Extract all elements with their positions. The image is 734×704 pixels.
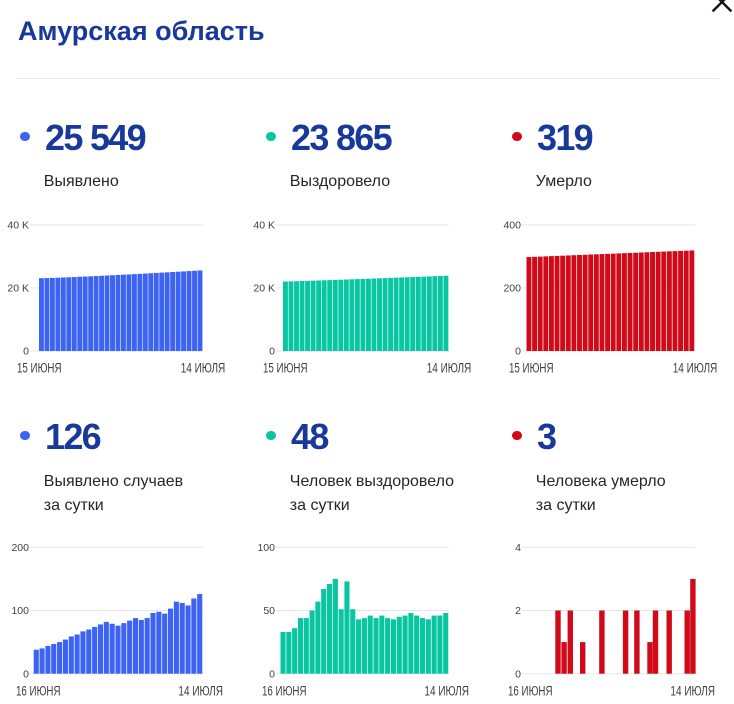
svg-text:0: 0 — [23, 668, 29, 680]
svg-text:100: 100 — [257, 542, 275, 554]
svg-text:200: 200 — [503, 283, 521, 295]
svg-text:15 ИЮНЯ: 15 ИЮНЯ — [263, 361, 308, 376]
svg-text:16 ИЮНЯ: 16 ИЮНЯ — [16, 683, 61, 698]
svg-text:20 K: 20 K — [7, 283, 29, 295]
svg-text:200: 200 — [11, 542, 29, 554]
svg-text:0: 0 — [515, 346, 521, 358]
svg-text:14 ИЮЛЯ: 14 ИЮЛЯ — [181, 361, 226, 376]
svg-text:0: 0 — [23, 346, 29, 358]
svg-text:50: 50 — [263, 605, 275, 617]
svg-text:0: 0 — [269, 346, 275, 358]
svg-text:40 K: 40 K — [7, 220, 29, 232]
svg-text:14 ИЮЛЯ: 14 ИЮЛЯ — [178, 683, 223, 698]
svg-text:4: 4 — [515, 542, 521, 554]
svg-text:15 ИЮНЯ: 15 ИЮНЯ — [17, 361, 62, 376]
svg-text:20 K: 20 K — [253, 283, 275, 295]
svg-text:0: 0 — [515, 668, 521, 680]
svg-text:400: 400 — [503, 220, 521, 232]
svg-text:14 ИЮЛЯ: 14 ИЮЛЯ — [427, 361, 472, 376]
svg-text:100: 100 — [11, 605, 29, 617]
svg-text:0: 0 — [269, 668, 275, 680]
svg-text:2: 2 — [515, 605, 521, 617]
svg-text:16 ИЮНЯ: 16 ИЮНЯ — [508, 683, 553, 698]
svg-text:16 ИЮНЯ: 16 ИЮНЯ — [262, 683, 307, 698]
svg-text:14 ИЮЛЯ: 14 ИЮЛЯ — [424, 683, 469, 698]
svg-text:15 ИЮНЯ: 15 ИЮНЯ — [509, 361, 554, 376]
svg-text:14 ИЮЛЯ: 14 ИЮЛЯ — [673, 361, 718, 376]
svg-text:14 ИЮЛЯ: 14 ИЮЛЯ — [670, 683, 715, 698]
svg-text:40 K: 40 K — [253, 220, 275, 232]
